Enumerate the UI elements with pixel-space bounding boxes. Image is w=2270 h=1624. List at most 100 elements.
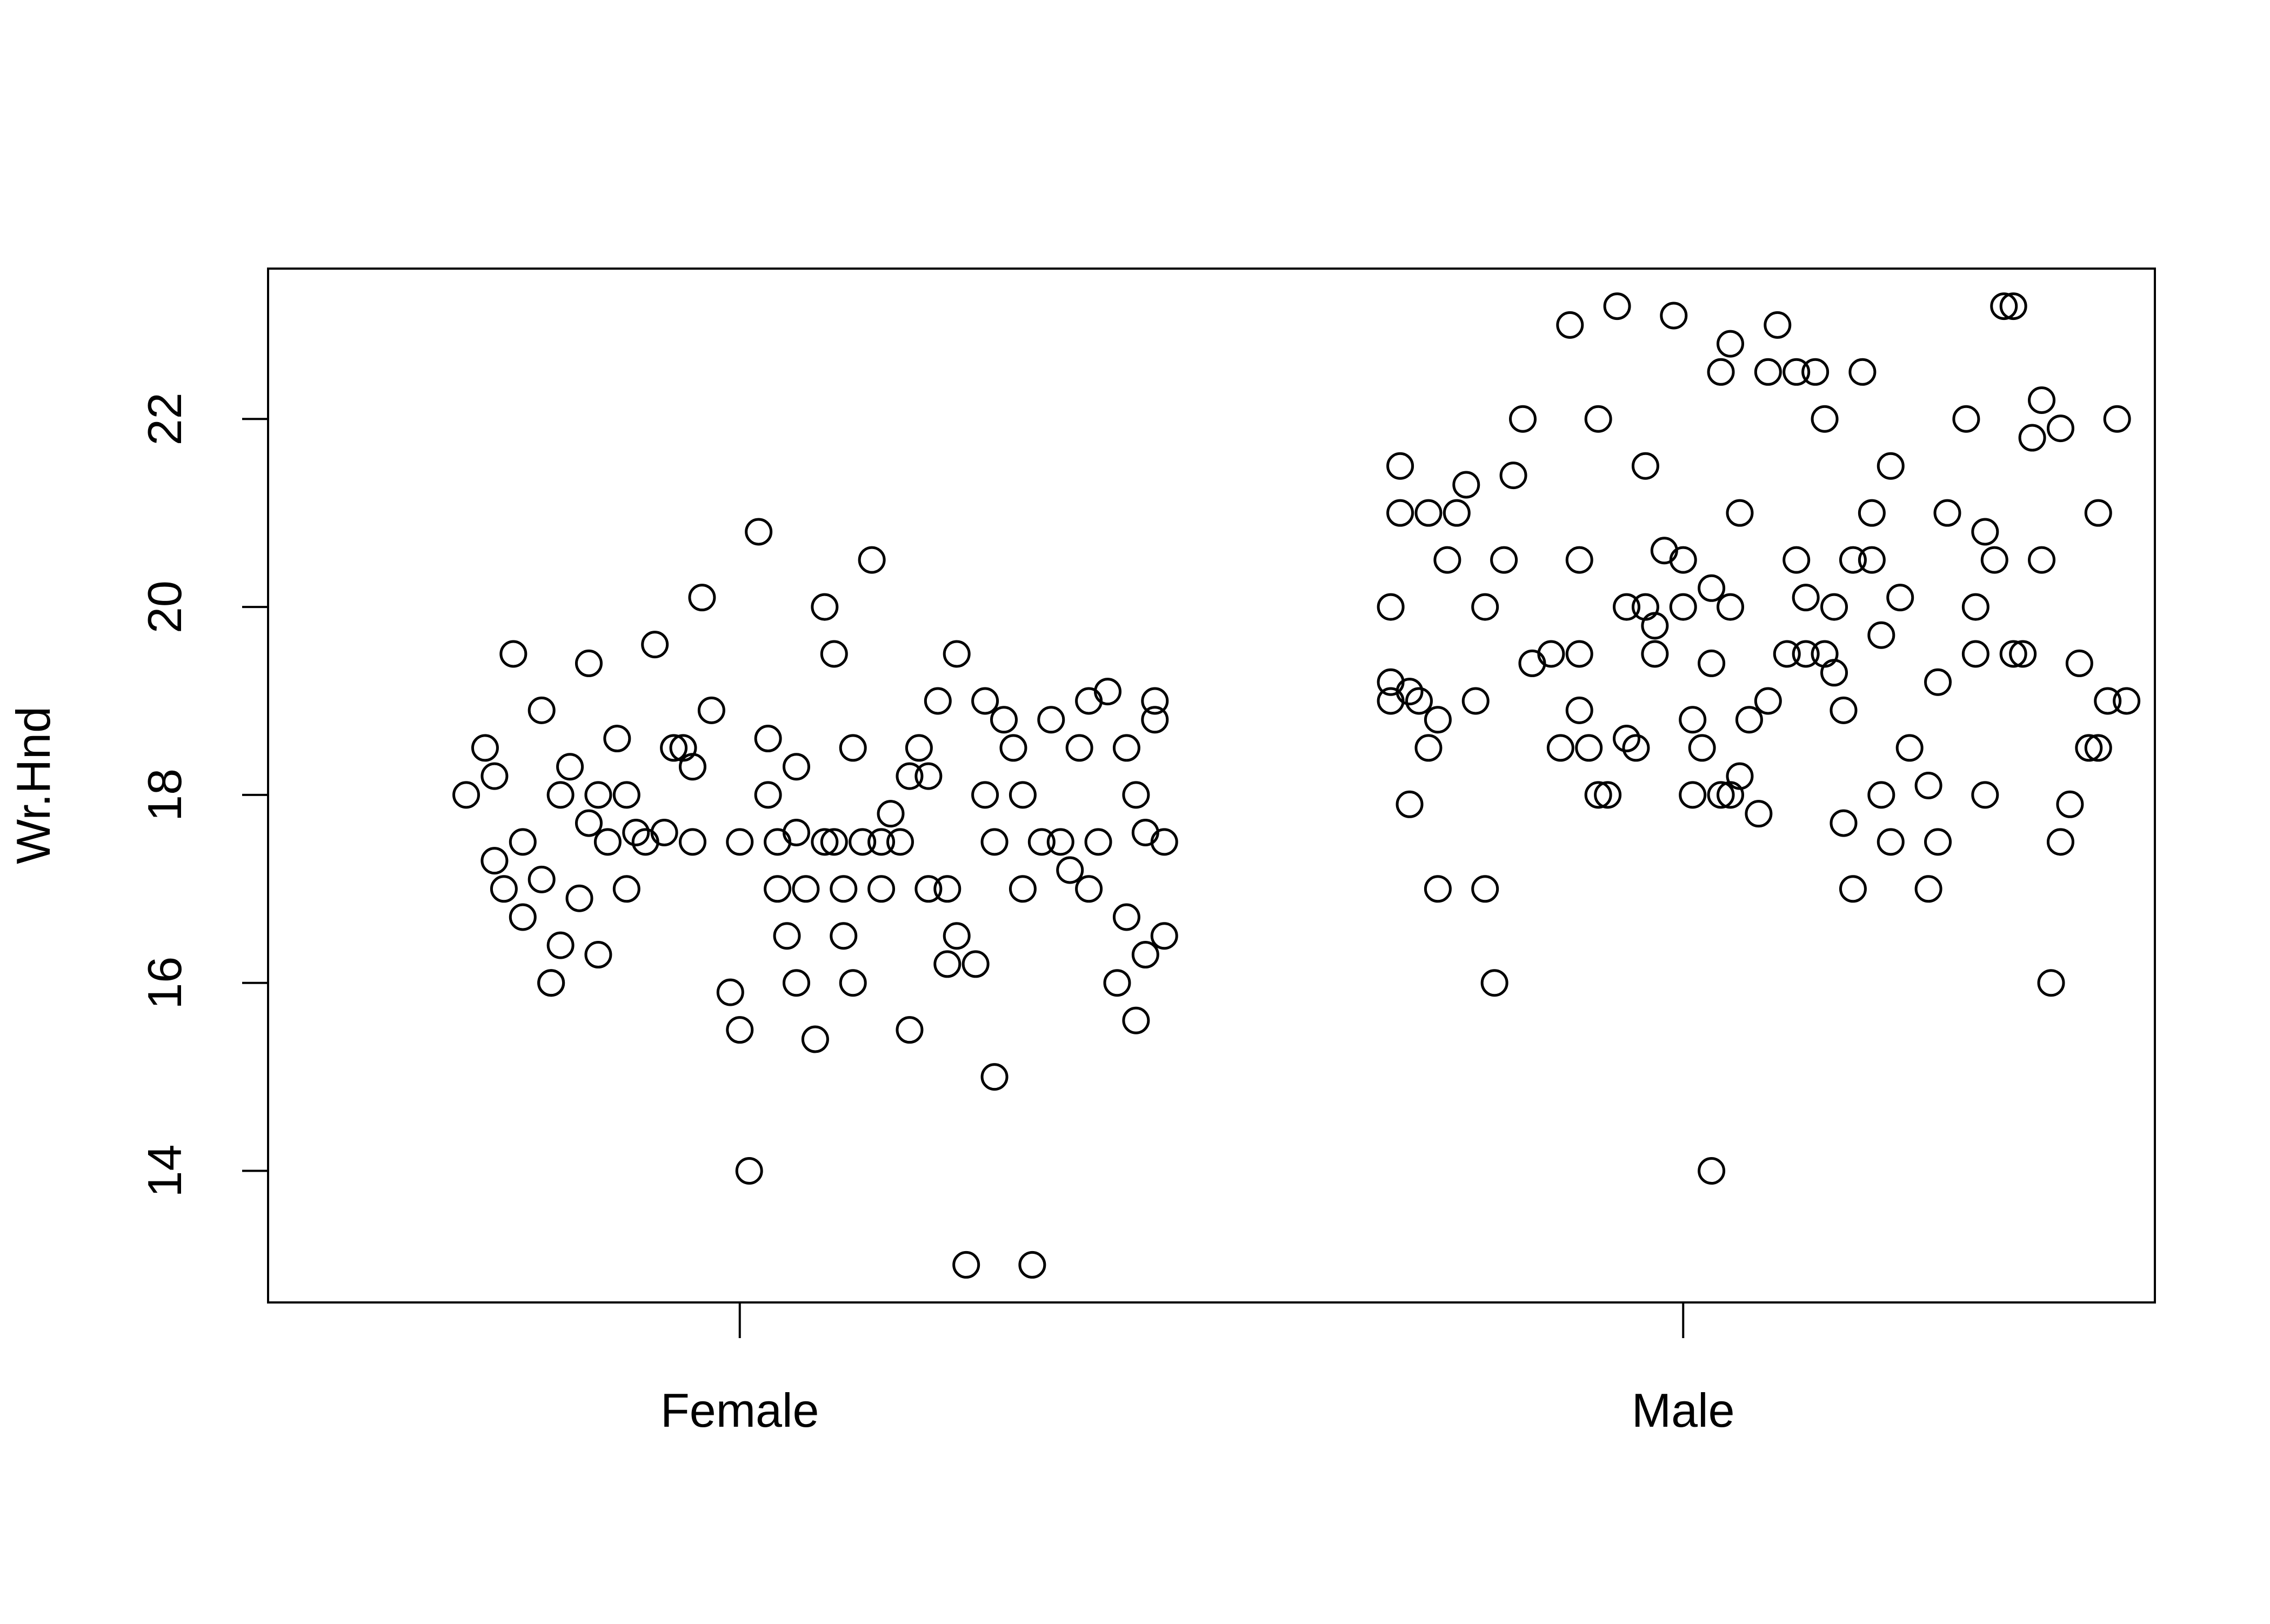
data-point bbox=[1717, 593, 1745, 621]
data-point bbox=[650, 818, 678, 846]
data-point bbox=[480, 847, 509, 875]
data-point bbox=[962, 950, 990, 978]
data-point bbox=[1396, 790, 1424, 818]
data-point bbox=[980, 1063, 1009, 1091]
data-point bbox=[1141, 706, 1169, 734]
data-point bbox=[2065, 649, 2093, 677]
data-point bbox=[764, 828, 792, 856]
data-point bbox=[1735, 706, 1763, 734]
data-point bbox=[1452, 471, 1480, 499]
data-point bbox=[1754, 687, 1782, 715]
data-point bbox=[556, 753, 584, 781]
data-point bbox=[1565, 640, 1593, 668]
data-point bbox=[1830, 696, 1858, 724]
data-point bbox=[830, 922, 858, 950]
data-point bbox=[1688, 734, 1716, 762]
data-point bbox=[914, 875, 943, 903]
data-point bbox=[754, 725, 782, 753]
data-point bbox=[1018, 1251, 1046, 1279]
data-point bbox=[1386, 499, 1414, 527]
data-point bbox=[1386, 452, 1414, 480]
data-point bbox=[452, 781, 480, 809]
data-point bbox=[1131, 818, 1159, 846]
data-point bbox=[1103, 969, 1131, 997]
data-point bbox=[603, 725, 631, 753]
data-point bbox=[1801, 358, 1830, 386]
data-point bbox=[1122, 781, 1150, 809]
data-point bbox=[660, 734, 688, 762]
data-point bbox=[2028, 546, 2056, 574]
data-point bbox=[1999, 292, 2027, 320]
data-point bbox=[933, 950, 962, 978]
data-point bbox=[1414, 734, 1443, 762]
data-point bbox=[1471, 875, 1499, 903]
data-point bbox=[990, 706, 1018, 734]
data-point bbox=[943, 922, 971, 950]
data-point bbox=[820, 640, 848, 668]
data-point bbox=[1603, 292, 1631, 320]
data-point bbox=[528, 696, 556, 724]
data-point bbox=[1820, 659, 1848, 687]
data-point bbox=[1990, 292, 2018, 320]
data-point bbox=[612, 875, 640, 903]
data-point bbox=[1754, 358, 1782, 386]
data-point bbox=[1424, 875, 1452, 903]
data-point bbox=[2028, 386, 2056, 414]
data-point bbox=[1499, 462, 1527, 490]
data-point bbox=[1877, 828, 1905, 856]
data-point bbox=[1698, 649, 1726, 677]
data-point bbox=[867, 875, 896, 903]
data-point bbox=[1811, 640, 1839, 668]
data-point bbox=[1009, 781, 1037, 809]
data-point bbox=[2046, 415, 2074, 443]
data-point bbox=[896, 1016, 924, 1044]
data-point bbox=[1914, 875, 1942, 903]
data-point bbox=[877, 800, 905, 828]
data-point bbox=[1405, 687, 1433, 715]
data-point bbox=[782, 969, 810, 997]
data-point bbox=[499, 640, 528, 668]
data-point bbox=[1707, 358, 1735, 386]
data-point bbox=[971, 781, 999, 809]
data-point bbox=[1641, 640, 1669, 668]
data-point bbox=[1443, 499, 1471, 527]
data-point bbox=[1565, 696, 1593, 724]
data-point bbox=[1556, 311, 1584, 339]
data-point bbox=[471, 734, 499, 762]
data-point bbox=[1056, 856, 1084, 884]
data-point bbox=[1631, 593, 1659, 621]
data-point bbox=[830, 875, 858, 903]
data-point bbox=[537, 969, 565, 997]
data-point bbox=[1848, 358, 1877, 386]
x-axis: Female Male bbox=[660, 1302, 1735, 1437]
data-point bbox=[575, 809, 603, 837]
data-points bbox=[452, 292, 2141, 1279]
x-tick-label-male: Male bbox=[1632, 1384, 1735, 1437]
data-point bbox=[2037, 969, 2065, 997]
data-point bbox=[490, 875, 518, 903]
data-point bbox=[1782, 546, 1811, 574]
data-point bbox=[1613, 593, 1641, 621]
data-point bbox=[1839, 875, 1867, 903]
data-point bbox=[2084, 734, 2112, 762]
data-point bbox=[1782, 358, 1811, 386]
data-point bbox=[1613, 725, 1641, 753]
data-point bbox=[1509, 405, 1537, 433]
data-point bbox=[593, 828, 622, 856]
data-point bbox=[1858, 499, 1886, 527]
data-point bbox=[1565, 546, 1593, 574]
y-tick-label: 14 bbox=[138, 1145, 191, 1198]
data-point bbox=[1961, 593, 1989, 621]
data-point bbox=[1679, 781, 1707, 809]
data-point bbox=[1084, 828, 1112, 856]
data-point bbox=[1698, 1157, 1726, 1185]
data-point bbox=[1037, 706, 1065, 734]
data-point bbox=[792, 875, 820, 903]
data-point bbox=[1584, 781, 1612, 809]
data-point bbox=[1065, 734, 1093, 762]
data-point bbox=[688, 584, 716, 612]
data-point bbox=[546, 931, 575, 959]
data-point bbox=[1679, 706, 1707, 734]
